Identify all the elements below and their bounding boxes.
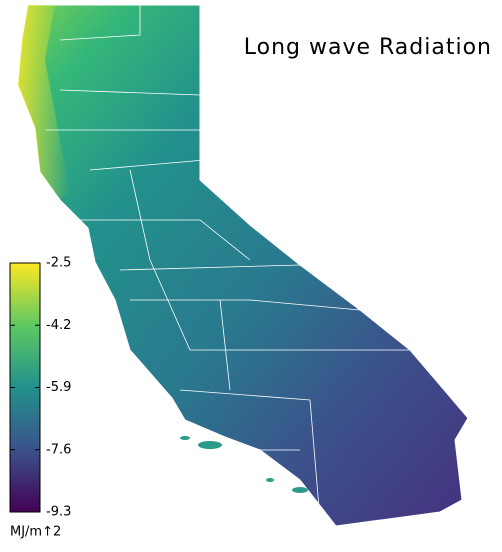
colorbar-tick-label: -5.9 (46, 380, 71, 395)
colorbar-tick-label: -2.5 (46, 256, 71, 271)
colorbar-tick-label: -9.3 (46, 505, 71, 520)
map-title: Long wave Radiation (244, 35, 492, 60)
channel-islands (180, 436, 308, 493)
colorbar: -2.5 -4.2 -5.9 -7.6 -9.3 (9, 256, 71, 520)
colorbar-tick-label: -7.6 (46, 442, 71, 457)
county-lines (45, 5, 410, 521)
colorbar-tick-label: -4.2 (46, 318, 71, 333)
california-map (17, 4, 469, 527)
coastal-band (18, 5, 70, 200)
colorbar-label: MJ/m↑2 (10, 525, 61, 540)
state-area (17, 4, 469, 527)
